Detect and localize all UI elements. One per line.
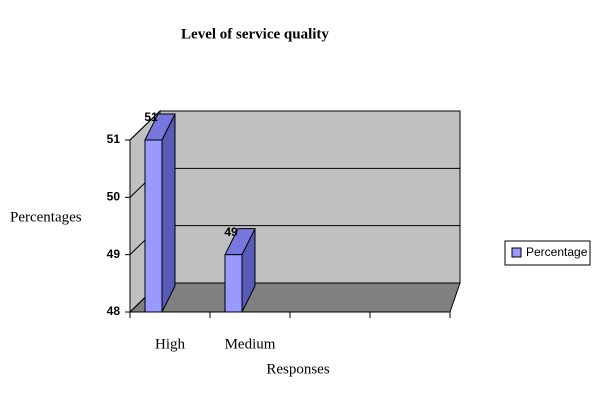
bar-side xyxy=(161,113,176,313)
back-wall xyxy=(159,110,461,284)
y-tick-label: 50 xyxy=(107,190,121,204)
chart-title: Level of service quality xyxy=(181,26,329,42)
legend-label: Percentage xyxy=(526,245,588,259)
x-tick-label: High xyxy=(155,336,186,352)
bar xyxy=(144,139,163,313)
data-label: 51 xyxy=(144,110,158,124)
data-label: 49 xyxy=(224,225,238,239)
floor xyxy=(128,282,461,313)
y-tick-label: 49 xyxy=(107,247,121,261)
bar xyxy=(224,254,243,313)
x-tick-label: Medium xyxy=(225,336,276,352)
grid-line xyxy=(129,110,161,141)
y-tick-label: 48 xyxy=(107,304,121,318)
legend-swatch xyxy=(511,247,522,258)
y-tick-label: 51 xyxy=(107,132,121,146)
y-axis-label: Percentages xyxy=(10,209,82,225)
x-axis-label: Responses xyxy=(266,361,329,377)
